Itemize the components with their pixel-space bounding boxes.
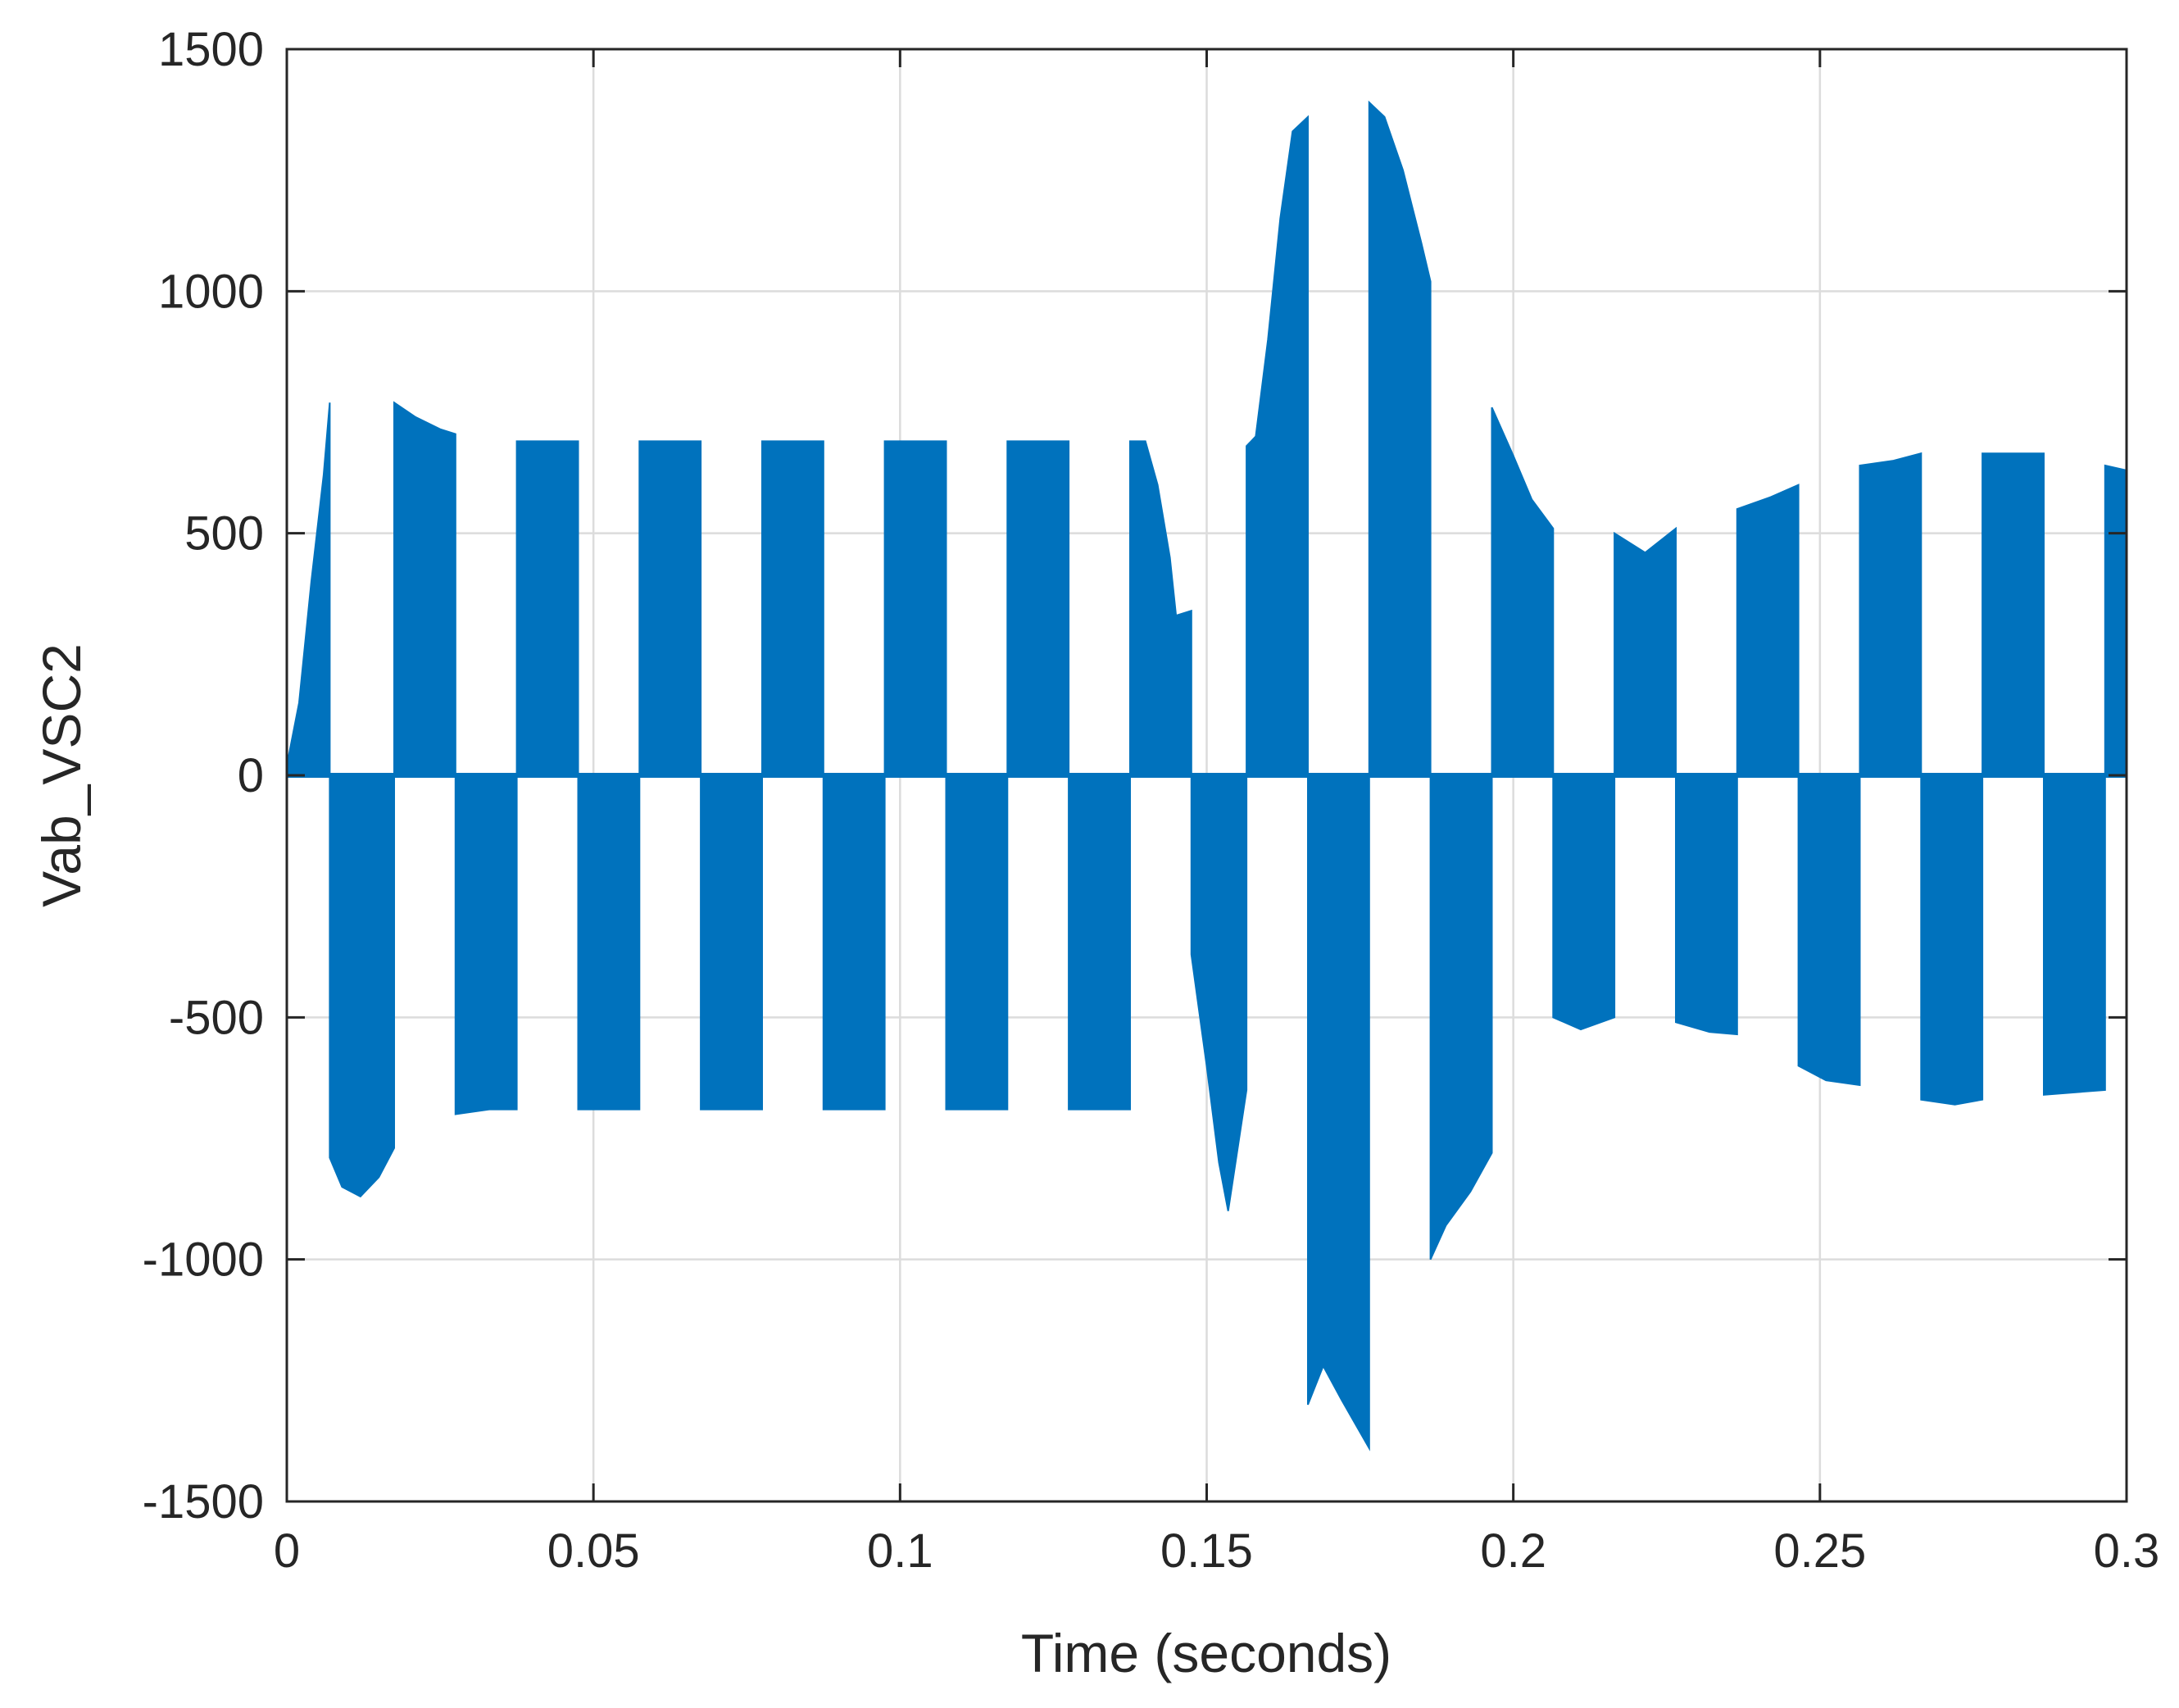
y-tick-label: -1500	[143, 1475, 264, 1529]
waveform-pulse	[638, 440, 702, 776]
x-tick-labels: 0 0.05 0.1 0.15 0.2 0.25 0.3	[274, 1524, 2159, 1578]
x-tick-label: 0	[274, 1524, 300, 1578]
y-tick-label: 1000	[158, 265, 264, 318]
waveform-pulse	[329, 775, 395, 1198]
y-axis-label: Vab_VSC2	[31, 643, 92, 907]
x-tick-label: 0.15	[1160, 1524, 1253, 1578]
waveform-pulse	[1797, 775, 1861, 1087]
waveform-pulse	[1982, 452, 2045, 776]
waveform-pulse	[1068, 775, 1131, 1111]
y-tick-label: -500	[169, 991, 264, 1044]
x-tick-label: 0.1	[867, 1524, 933, 1578]
waveform-pulse	[1129, 440, 1192, 776]
x-tick-label: 0.2	[1480, 1524, 1546, 1578]
waveform-pulse	[577, 775, 641, 1111]
waveform-pulse	[1006, 440, 1070, 776]
y-tick-label: 500	[184, 507, 264, 561]
waveform-pulse	[1246, 115, 1309, 776]
waveform-pulse	[1614, 526, 1677, 776]
waveform-pulse	[1920, 775, 1984, 1106]
waveform-pulse	[1190, 775, 1248, 1211]
waveform-pulse	[2104, 464, 2127, 776]
waveform-pulse	[1859, 452, 1923, 776]
waveform-pulse	[1307, 775, 1370, 1451]
waveform-pulse	[761, 440, 824, 776]
waveform-pulse	[1368, 100, 1432, 776]
waveform-pulse	[1552, 775, 1616, 1031]
waveform-pulse	[393, 401, 456, 776]
x-tick-label: 0.3	[2094, 1524, 2160, 1578]
waveform-pulse	[1675, 775, 1738, 1036]
y-tick-label: 1500	[158, 23, 264, 76]
ticks	[285, 48, 2128, 1503]
waveform-pulse	[1736, 484, 1800, 776]
waveform-pulse	[700, 775, 763, 1111]
x-axis-label: Time (seconds)	[1021, 1623, 1391, 1683]
x-tick-label: 0.25	[1773, 1524, 1866, 1578]
waveform-pulse	[945, 775, 1009, 1111]
waveform-pulse	[454, 775, 518, 1115]
waveform-pulse	[515, 440, 579, 776]
y-tick-labels: -1500 -1000 -500 0 500 1000 1500	[143, 23, 264, 1529]
waveform-pulse	[822, 775, 886, 1111]
y-tick-label: -1000	[143, 1233, 264, 1287]
plot-area	[286, 100, 2127, 1451]
waveform-pulse	[883, 440, 947, 776]
waveform-pulse	[286, 402, 331, 776]
waveform-pulse	[2043, 775, 2106, 1096]
x-tick-label: 0.05	[547, 1524, 640, 1578]
y-tick-label: 0	[238, 749, 264, 802]
